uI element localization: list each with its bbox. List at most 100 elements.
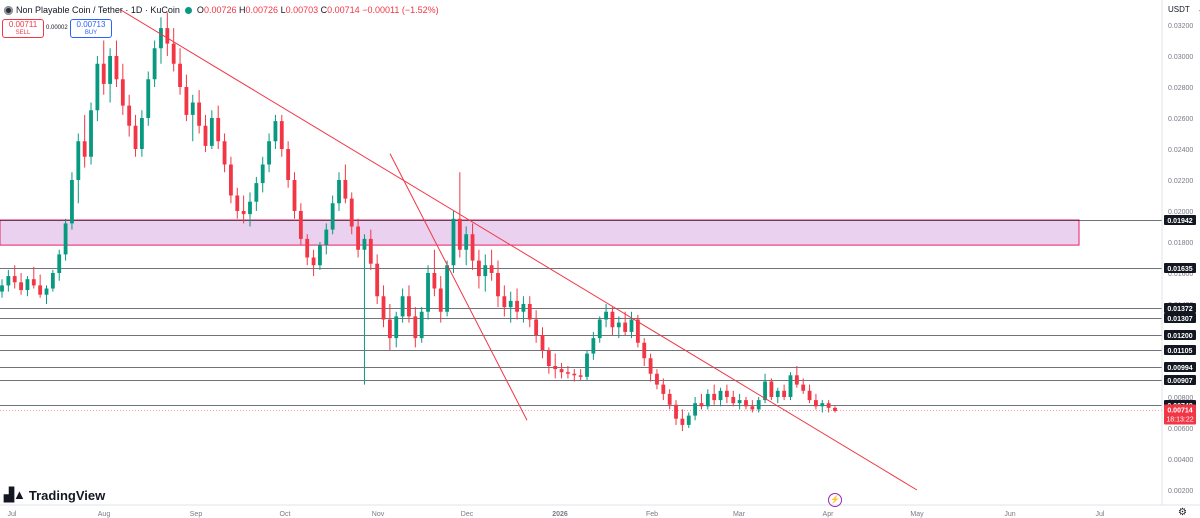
candle[interactable] xyxy=(101,40,106,95)
candle[interactable] xyxy=(445,260,450,317)
candle[interactable] xyxy=(76,133,81,204)
candle[interactable] xyxy=(0,279,4,298)
candle[interactable] xyxy=(648,353,653,382)
trendline-long[interactable] xyxy=(119,9,918,491)
candle[interactable] xyxy=(216,105,221,149)
candle[interactable] xyxy=(311,249,316,277)
candle[interactable] xyxy=(178,48,182,95)
candle[interactable] xyxy=(337,172,341,211)
candle[interactable] xyxy=(419,307,424,343)
candle[interactable] xyxy=(578,369,583,380)
candle[interactable] xyxy=(368,229,373,270)
candle[interactable] xyxy=(540,327,545,359)
candle[interactable] xyxy=(400,288,405,323)
candle[interactable] xyxy=(375,254,380,304)
candle[interactable] xyxy=(699,393,704,410)
candle[interactable] xyxy=(286,141,291,188)
candle[interactable] xyxy=(718,387,723,407)
candle[interactable] xyxy=(394,311,399,348)
candle[interactable] xyxy=(292,172,297,219)
candle[interactable] xyxy=(604,304,608,328)
candle[interactable] xyxy=(782,384,787,401)
candle[interactable] xyxy=(775,387,780,404)
candle[interactable] xyxy=(769,378,774,401)
candle[interactable] xyxy=(57,249,62,281)
candle[interactable] xyxy=(794,366,799,388)
candle[interactable] xyxy=(31,266,36,289)
candle[interactable] xyxy=(222,133,227,173)
supply-zone[interactable] xyxy=(0,219,1080,246)
candle[interactable] xyxy=(82,114,87,168)
candle[interactable] xyxy=(572,369,577,382)
candle[interactable] xyxy=(686,412,691,429)
candle[interactable] xyxy=(788,372,793,401)
candle[interactable] xyxy=(470,223,475,270)
candle[interactable] xyxy=(63,218,68,261)
candle[interactable] xyxy=(349,192,354,235)
candle[interactable] xyxy=(133,114,138,157)
candle[interactable] xyxy=(273,114,278,149)
candle[interactable] xyxy=(477,249,481,289)
candle[interactable] xyxy=(826,400,831,413)
candle[interactable] xyxy=(50,269,55,292)
candle[interactable] xyxy=(44,285,49,304)
candle[interactable] xyxy=(235,187,240,219)
candle[interactable] xyxy=(362,234,367,385)
candle[interactable] xyxy=(197,90,202,134)
candle[interactable] xyxy=(165,12,170,56)
candle[interactable] xyxy=(12,265,17,289)
candle[interactable] xyxy=(254,176,259,211)
candle[interactable] xyxy=(464,226,469,266)
candle[interactable] xyxy=(534,310,539,343)
candle[interactable] xyxy=(508,291,513,323)
candle[interactable] xyxy=(553,353,558,379)
candle[interactable] xyxy=(744,397,748,410)
candle[interactable] xyxy=(680,409,685,432)
candle[interactable] xyxy=(159,17,163,64)
candle[interactable] xyxy=(171,28,176,72)
candle[interactable] xyxy=(750,400,755,413)
currency-selector[interactable]: USDT ⌄ xyxy=(1168,5,1200,14)
candle[interactable] xyxy=(515,288,519,320)
candle[interactable] xyxy=(489,249,494,281)
candle[interactable] xyxy=(267,133,271,173)
candle[interactable] xyxy=(724,384,729,404)
candle[interactable] xyxy=(229,156,233,204)
candle[interactable] xyxy=(502,285,507,317)
candle[interactable] xyxy=(737,393,742,410)
candle[interactable] xyxy=(25,276,30,297)
candle[interactable] xyxy=(298,203,303,246)
candle[interactable] xyxy=(705,389,710,410)
candle[interactable] xyxy=(241,195,246,224)
candle[interactable] xyxy=(496,260,500,308)
candle[interactable] xyxy=(279,114,284,157)
candle[interactable] xyxy=(693,397,698,421)
candle[interactable] xyxy=(324,223,329,255)
candle[interactable] xyxy=(89,102,93,165)
candle[interactable] xyxy=(381,285,386,328)
brand-logo[interactable]: ▟▲ TradingView xyxy=(4,487,105,503)
trendline-steep[interactable] xyxy=(389,153,528,421)
candle[interactable] xyxy=(203,114,208,153)
candle[interactable] xyxy=(585,350,589,380)
candle[interactable] xyxy=(108,48,113,103)
candle[interactable] xyxy=(139,110,144,157)
candle[interactable] xyxy=(95,56,100,122)
candle[interactable] xyxy=(387,304,392,351)
candle[interactable] xyxy=(190,94,195,142)
candle[interactable] xyxy=(597,316,602,343)
candle[interactable] xyxy=(483,254,488,292)
candle[interactable] xyxy=(356,218,360,258)
candle[interactable] xyxy=(559,362,564,379)
candle[interactable] xyxy=(801,378,806,394)
candle[interactable] xyxy=(807,384,812,404)
candle[interactable] xyxy=(451,211,456,273)
candle[interactable] xyxy=(209,110,214,149)
candle[interactable] xyxy=(184,74,189,122)
buy-button[interactable]: 0.00713 BUY xyxy=(70,19,112,38)
candle[interactable] xyxy=(438,276,443,323)
candle[interactable] xyxy=(527,296,532,328)
gear-icon[interactable]: ⚙ xyxy=(1178,507,1187,518)
candle[interactable] xyxy=(426,265,430,320)
symbol-title[interactable]: Non Playable Coin / Tether · 1D · KuCoin xyxy=(16,5,180,15)
